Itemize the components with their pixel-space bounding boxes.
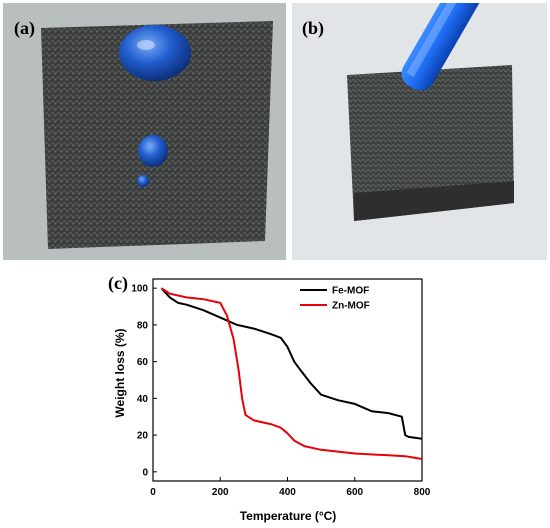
panel-label-c: (c) [108,273,128,293]
legend-label: Fe-MOF [332,286,369,297]
x-tick-label: 400 [279,487,296,498]
y-tick-label: 20 [137,431,149,442]
plot-area: 0 200 400 600 800 0 20 40 60 80 100 Fe-MOF Zn-MOF [131,278,431,498]
droplet-icon [119,25,191,81]
y-tick-label: 100 [131,284,148,295]
felt-square [41,21,273,249]
photo-panel-b [292,3,547,260]
x-tick-label: 200 [212,487,229,498]
droplet-icon [138,135,168,167]
panel-label-a: (a) [14,18,35,38]
y-axis-title: Weight loss (%) [113,328,127,417]
y-tick-label: 0 [142,467,148,478]
y-tick-label: 60 [137,357,149,368]
plot-frame [152,278,423,482]
y-tick-label: 80 [137,320,149,331]
panel-label-b: (b) [302,18,324,38]
photo-panel-a [3,3,286,260]
tga-chart: 0 200 400 600 800 0 20 40 60 80 100 Fe-MOF Zn-MOF We… [113,278,431,523]
x-tick-label: 0 [150,487,156,498]
x-tick-label: 600 [346,487,363,498]
felt-block [347,65,514,221]
tube-icon [401,3,481,91]
x-tick-label: 800 [414,487,431,498]
legend-label: Zn-MOF [332,301,370,312]
x-axis-title: Temperature (°C) [240,509,337,523]
series-line-fe-mof [160,287,423,440]
series-line-zn-mof [160,287,423,460]
droplet-icon [137,175,149,187]
y-tick-label: 40 [137,394,149,405]
